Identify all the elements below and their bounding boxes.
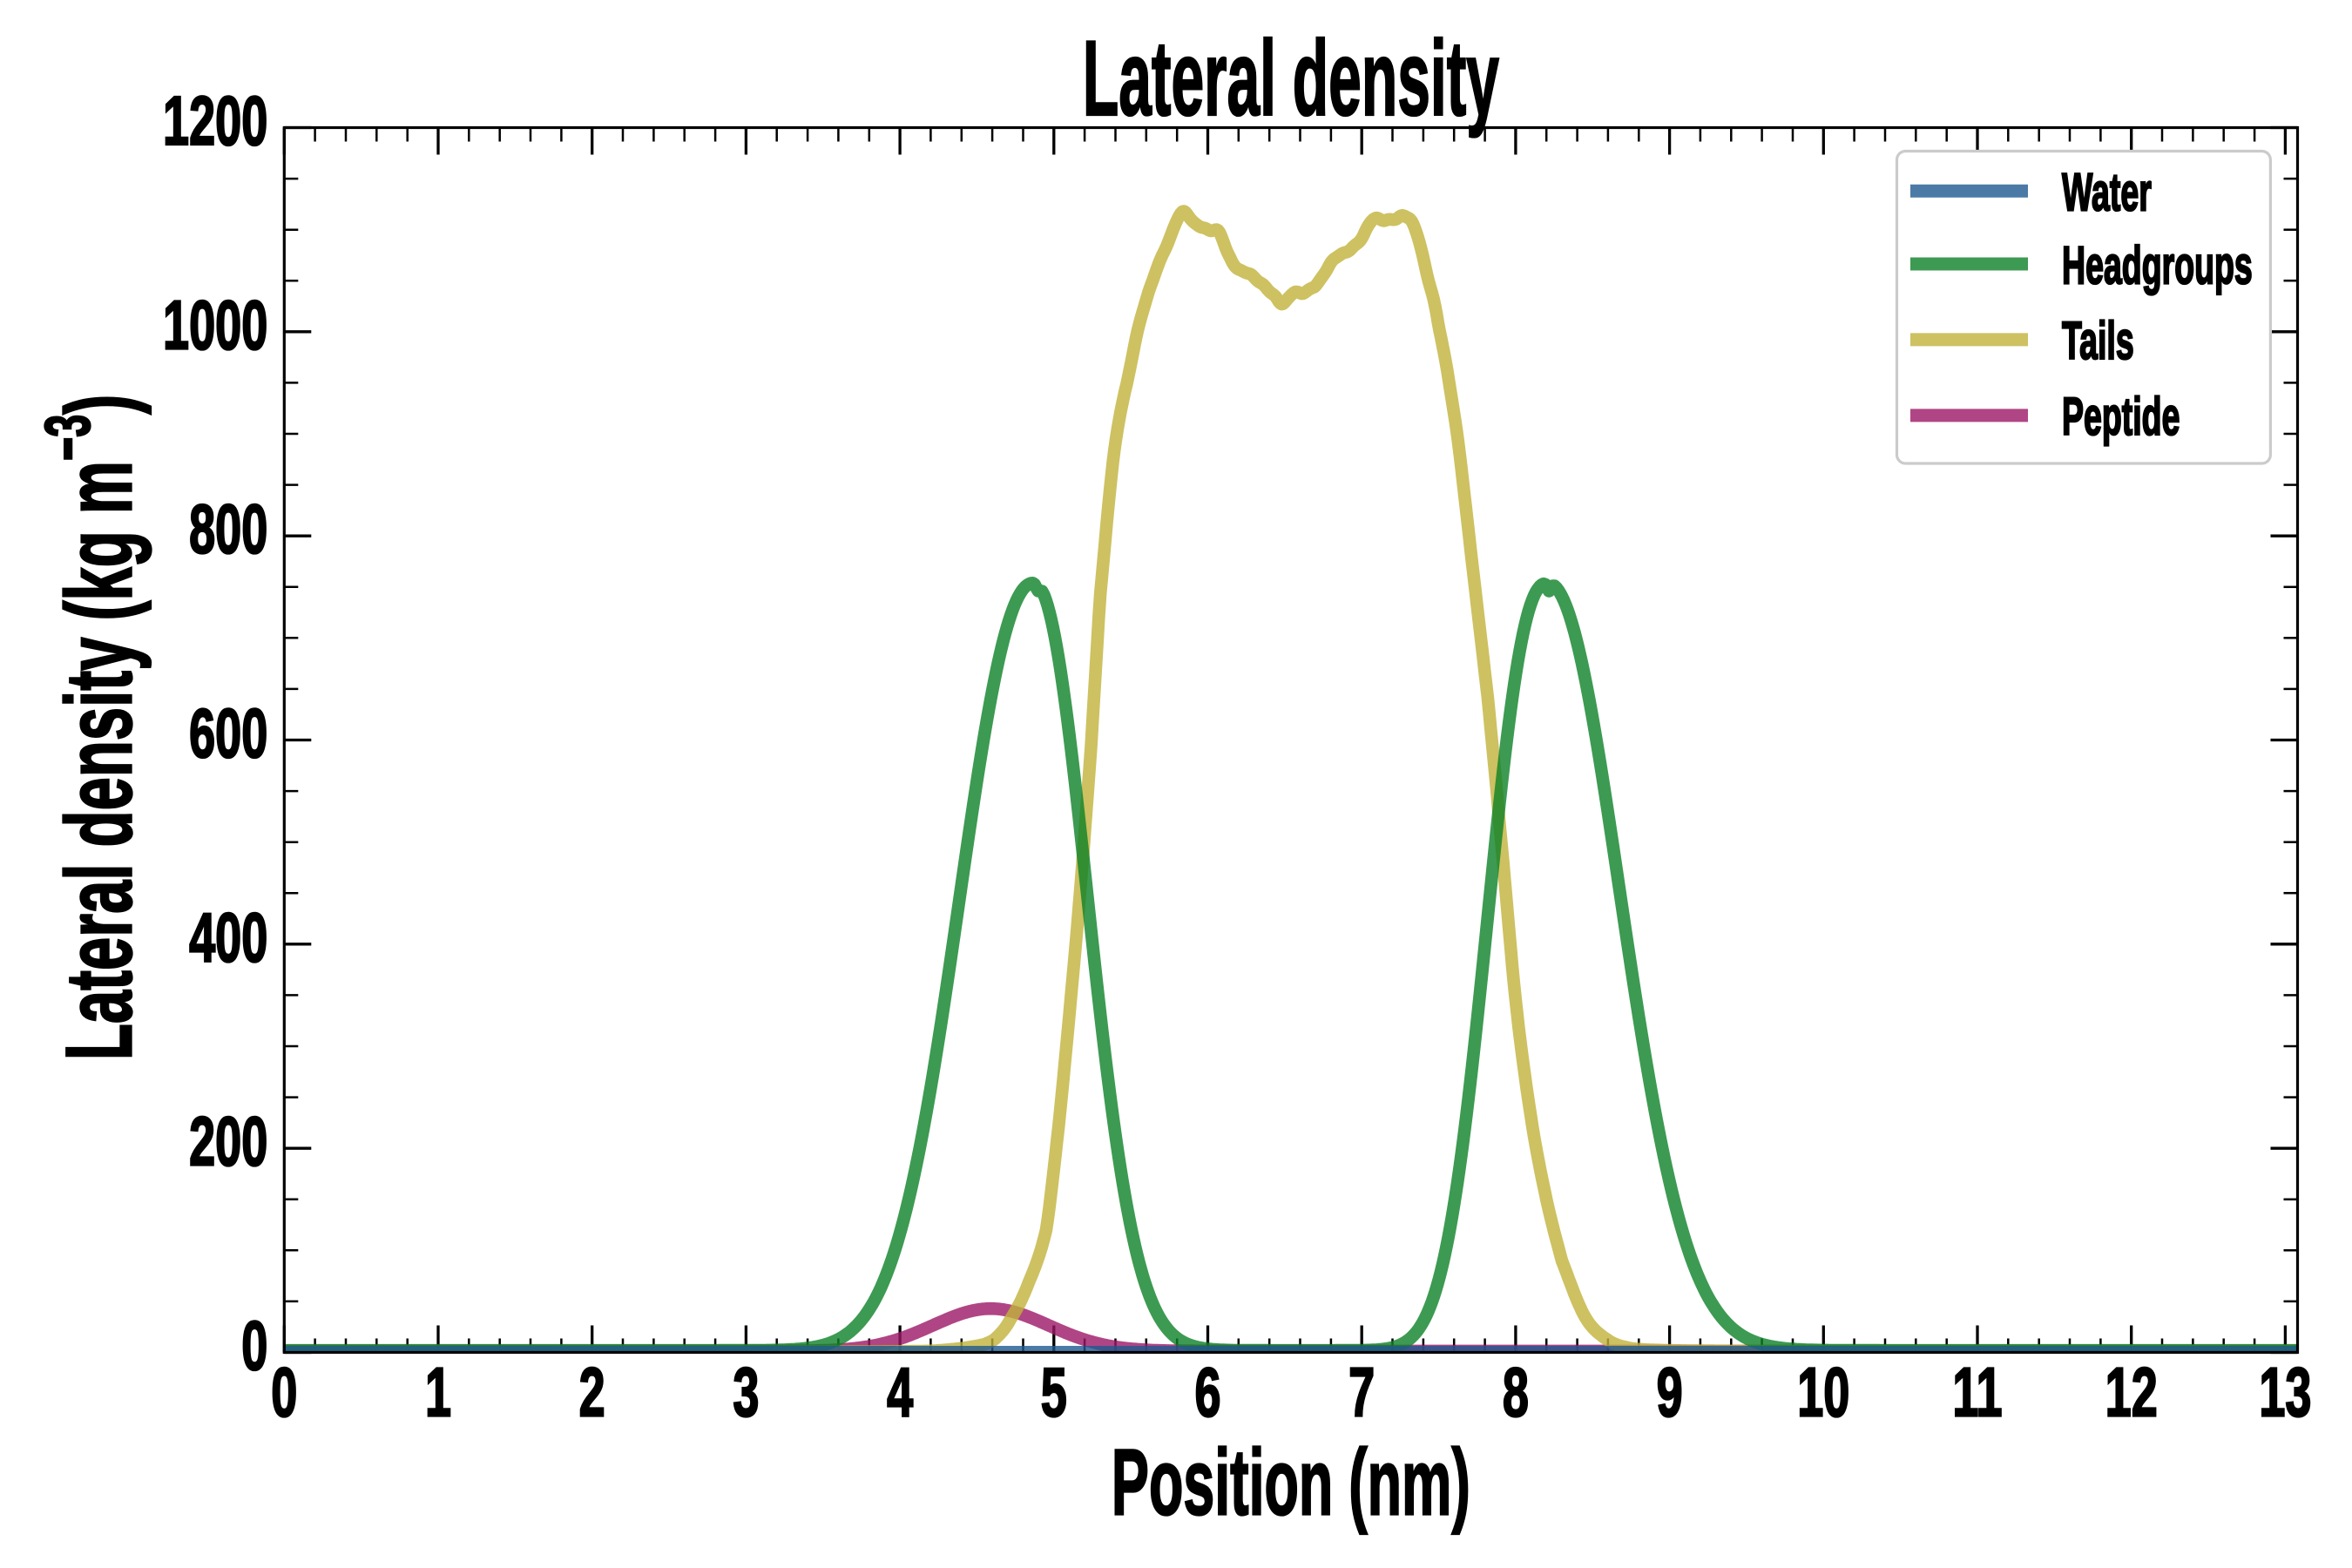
svg-text:Position (nm): Position (nm) <box>1112 1430 1470 1535</box>
svg-text:800: 800 <box>189 490 267 568</box>
svg-text:Lateral density: Lateral density <box>1083 17 1499 137</box>
svg-text:2: 2 <box>579 1354 605 1431</box>
svg-text:1200: 1200 <box>163 83 267 160</box>
svg-text:12: 12 <box>2105 1354 2158 1431</box>
svg-text:9: 9 <box>1657 1354 1683 1431</box>
svg-text:8: 8 <box>1503 1354 1529 1431</box>
svg-text:10: 10 <box>1797 1354 1849 1431</box>
svg-text:Peptide: Peptide <box>2062 387 2180 447</box>
svg-text:Headgroups: Headgroups <box>2062 235 2253 295</box>
svg-text:5: 5 <box>1041 1354 1067 1431</box>
svg-text:0: 0 <box>241 1308 267 1385</box>
svg-text:200: 200 <box>189 1103 267 1180</box>
svg-text:3: 3 <box>733 1354 759 1431</box>
svg-text:1: 1 <box>425 1354 451 1431</box>
svg-text:7: 7 <box>1348 1354 1375 1431</box>
svg-text:11: 11 <box>1952 1354 2002 1431</box>
svg-text:Tails: Tails <box>2062 311 2134 371</box>
svg-text:13: 13 <box>2259 1354 2311 1431</box>
svg-text:0: 0 <box>271 1354 297 1431</box>
svg-text:400: 400 <box>189 899 267 977</box>
svg-text:600: 600 <box>189 695 267 773</box>
svg-text:1000: 1000 <box>163 287 267 364</box>
svg-text:4: 4 <box>887 1354 913 1431</box>
svg-text:6: 6 <box>1194 1354 1220 1431</box>
svg-text:Water: Water <box>2062 162 2152 222</box>
svg-text:Lateral density (kg m−3): Lateral density (kg m−3) <box>32 395 152 1060</box>
